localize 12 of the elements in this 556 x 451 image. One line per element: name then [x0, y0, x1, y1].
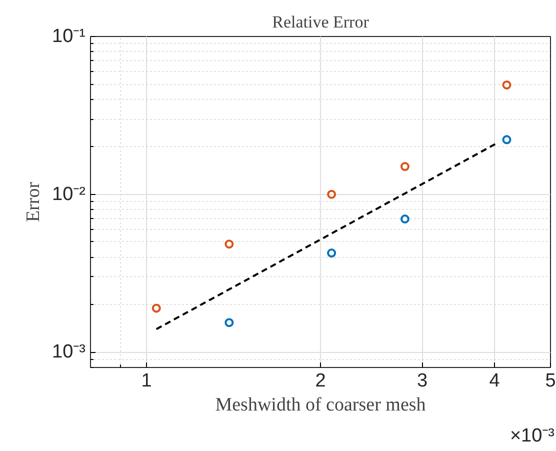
- y-axis-title: Error: [23, 181, 44, 222]
- x-tick-label: 5: [545, 370, 556, 392]
- x-tick-label: 4: [489, 370, 500, 392]
- y-tick-label: 10⁻²: [52, 184, 86, 205]
- x-tick-label: 3: [416, 370, 428, 392]
- x-tick-label: 1: [141, 370, 152, 392]
- x-tick-label: 2: [315, 370, 326, 392]
- y-tick-label: 10⁻¹: [52, 26, 86, 47]
- text: ×10⁻³: [510, 426, 555, 446]
- y-tick-label: 10⁻³: [52, 342, 86, 363]
- x-axis-title: Meshwidth of coarser mesh: [215, 394, 426, 416]
- chart-title: Relative Error: [272, 12, 370, 32]
